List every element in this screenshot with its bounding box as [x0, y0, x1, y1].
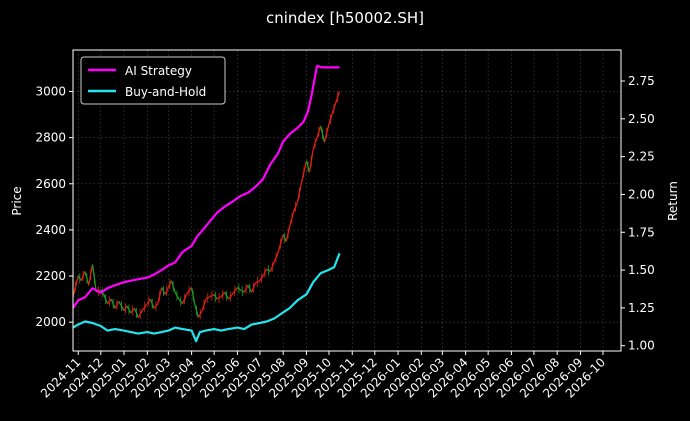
legend-box — [80, 56, 226, 105]
y-axis-label-left: Price — [10, 186, 24, 215]
y-tick-label-right: 2.25 — [628, 150, 655, 164]
plot-series — [72, 64, 341, 343]
y-tick-label-right: 1.50 — [628, 263, 655, 277]
y-axis-label-right: Return — [666, 181, 680, 221]
y-tick-label-right: 1.25 — [628, 301, 655, 315]
y-tick-label-right: 2.75 — [628, 74, 655, 88]
legend-label-bh: Buy-and-Hold — [125, 85, 206, 99]
y-tick-label-right: 2.50 — [628, 112, 655, 126]
y-tick-label-left: 2400 — [35, 223, 66, 237]
y-tick-label-left: 2800 — [35, 131, 66, 145]
y-tick-label-left: 2000 — [35, 315, 66, 329]
series-line-buy-and-hold — [72, 253, 341, 343]
plot-frame — [72, 49, 622, 352]
y-tick-label-right: 1.00 — [628, 339, 655, 353]
legend: AI Strategy Buy-and-Hold — [80, 56, 226, 105]
chart-title: cnindex [h50002.SH] — [266, 9, 424, 27]
y-tick-label-left: 2600 — [35, 177, 66, 191]
y-tick-label-right: 1.75 — [628, 225, 655, 239]
legend-label-ai: AI Strategy — [125, 64, 192, 78]
series-line-ai-strategy — [72, 64, 340, 309]
y-tick-label-right: 2.00 — [628, 187, 655, 201]
y-tick-label-left: 3000 — [35, 85, 66, 99]
y-tick-label-left: 2200 — [35, 269, 66, 283]
grid — [73, 50, 621, 351]
